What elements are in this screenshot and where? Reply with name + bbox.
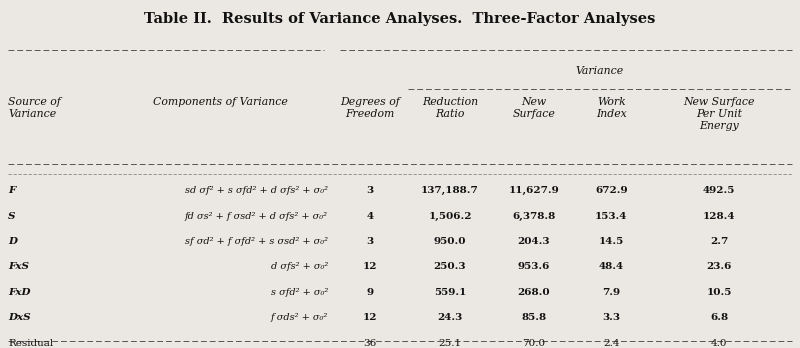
- Text: 23.6: 23.6: [706, 262, 732, 271]
- Text: 3.3: 3.3: [602, 313, 620, 322]
- Text: 128.4: 128.4: [703, 212, 735, 221]
- Text: sd σf² + s σfd² + d σfs² + σ₀²: sd σf² + s σfd² + d σfs² + σ₀²: [185, 186, 328, 195]
- Text: 25.1: 25.1: [438, 339, 462, 348]
- Text: 4: 4: [366, 212, 374, 221]
- Text: 492.5: 492.5: [703, 186, 735, 195]
- Text: New Surface
Per Unit
Energy: New Surface Per Unit Energy: [683, 97, 755, 132]
- Text: FxD: FxD: [8, 288, 30, 297]
- Text: 3: 3: [366, 237, 374, 246]
- Text: 10.5: 10.5: [706, 288, 732, 297]
- Text: Table II.  Results of Variance Analyses.  Three-Factor Analyses: Table II. Results of Variance Analyses. …: [144, 12, 656, 26]
- Text: 11,627.9: 11,627.9: [509, 186, 559, 195]
- Text: 250.3: 250.3: [434, 262, 466, 271]
- Text: 70.0: 70.0: [522, 339, 546, 348]
- Text: S: S: [8, 212, 15, 221]
- Text: sf σd² + f σfd² + s σsd² + σ₀²: sf σd² + f σfd² + s σsd² + σ₀²: [185, 237, 328, 246]
- Text: F: F: [8, 186, 15, 195]
- Text: f σds² + σ₀²: f σds² + σ₀²: [270, 313, 328, 322]
- Text: FxS: FxS: [8, 262, 29, 271]
- Text: Reduction
Ratio: Reduction Ratio: [422, 97, 478, 119]
- Text: Residual: Residual: [8, 339, 54, 348]
- Text: 2.4: 2.4: [603, 339, 619, 348]
- Text: Work
Index: Work Index: [596, 97, 626, 119]
- Text: 2.7: 2.7: [710, 237, 728, 246]
- Text: 6.8: 6.8: [710, 313, 728, 322]
- Text: 268.0: 268.0: [518, 288, 550, 297]
- Text: 14.5: 14.5: [598, 237, 624, 246]
- Text: 950.0: 950.0: [434, 237, 466, 246]
- Text: d σfs² + σ₀²: d σfs² + σ₀²: [270, 262, 328, 271]
- Text: 7.9: 7.9: [602, 288, 620, 297]
- Text: Degrees of
Freedom: Degrees of Freedom: [340, 97, 400, 119]
- Text: DxS: DxS: [8, 313, 30, 322]
- Text: s σfd² + σ₀²: s σfd² + σ₀²: [270, 288, 328, 297]
- Text: Variance: Variance: [576, 66, 624, 76]
- Text: D: D: [8, 237, 17, 246]
- Text: 4.0: 4.0: [711, 339, 727, 348]
- Text: 36: 36: [363, 339, 377, 348]
- Text: 1,506.2: 1,506.2: [428, 212, 472, 221]
- Text: 559.1: 559.1: [434, 288, 466, 297]
- Text: New
Surface: New Surface: [513, 97, 555, 119]
- Text: 48.4: 48.4: [598, 262, 624, 271]
- Text: 6,378.8: 6,378.8: [512, 212, 556, 221]
- Text: fd σs² + f σsd² + d σfs² + σ₀²: fd σs² + f σsd² + d σfs² + σ₀²: [185, 212, 328, 221]
- Text: 85.8: 85.8: [522, 313, 546, 322]
- Text: Components of Variance: Components of Variance: [153, 97, 287, 108]
- Text: 137,188.7: 137,188.7: [421, 186, 479, 195]
- Text: 9: 9: [366, 288, 374, 297]
- Text: 153.4: 153.4: [595, 212, 627, 221]
- Text: 3: 3: [366, 186, 374, 195]
- Text: Source of
Variance: Source of Variance: [8, 97, 61, 119]
- Text: 12: 12: [362, 313, 378, 322]
- Text: 672.9: 672.9: [595, 186, 627, 195]
- Text: 953.6: 953.6: [518, 262, 550, 271]
- Text: 24.3: 24.3: [438, 313, 462, 322]
- Text: 12: 12: [362, 262, 378, 271]
- Text: 204.3: 204.3: [518, 237, 550, 246]
